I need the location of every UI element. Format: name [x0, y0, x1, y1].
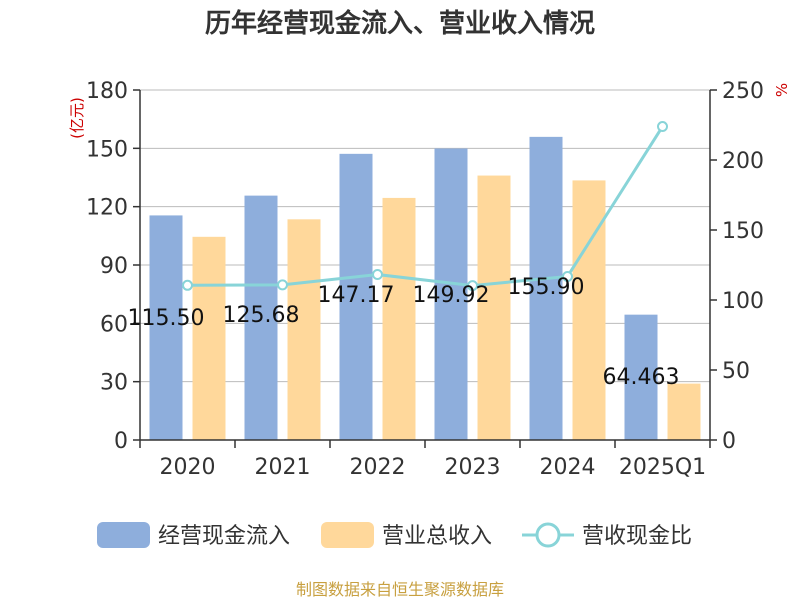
legend-label-revenue: 营业总收入 [382, 524, 492, 549]
bar-cash-inflow [624, 314, 658, 440]
right-axis-unit: % [773, 83, 791, 97]
data-label: 125.68 [223, 303, 300, 328]
legend-item-ratio[interactable]: 营收现金比 [522, 522, 692, 549]
source-note: 制图数据来自恒生聚源数据库 [296, 580, 504, 599]
bar-cash-inflow [339, 153, 373, 440]
x-tick-label: 2021 [255, 455, 311, 480]
bar-revenue [382, 197, 416, 440]
right-tick-label: 50 [722, 359, 750, 384]
grid [140, 89, 710, 383]
data-label: 115.50 [128, 306, 205, 331]
x-tick-label: 2024 [540, 455, 596, 480]
ratio-polyline [187, 125, 664, 288]
bar-revenue [477, 175, 511, 441]
left-axis-unit: (亿元) [68, 97, 86, 139]
legend-marker-ratio [535, 522, 561, 548]
chart-title: 历年经营现金流入、营业收入情况 [205, 8, 595, 39]
bar-revenue [287, 219, 321, 440]
bar-revenue [667, 383, 701, 440]
ratio-point [562, 270, 573, 282]
left-tick-label: 90 [100, 254, 128, 279]
bar-cash-inflow [149, 215, 183, 440]
data-labels: 115.50 125.68 147.17 149.92 155.90 64.463 [128, 275, 680, 390]
ratio-point [657, 121, 668, 133]
right-tick-label: 150 [722, 219, 764, 244]
ratio-point [182, 279, 193, 291]
left-tick-label: 150 [86, 137, 128, 162]
axes: 0 30 60 90 120 150 180 0 50 100 150 200 250 2020 2021 2… [86, 79, 764, 480]
right-tick-label: 0 [722, 429, 736, 454]
x-tick-label: 2022 [350, 455, 406, 480]
legend-swatch-cash-inflow [97, 522, 150, 548]
right-tick-label: 100 [722, 289, 764, 314]
legend-item-revenue[interactable]: 营业总收入 [321, 522, 492, 549]
bar-cash-inflow [244, 195, 278, 440]
bars [149, 136, 701, 441]
x-tick-label: 2023 [445, 455, 501, 480]
data-label: 155.90 [508, 275, 585, 300]
ratio-point [277, 279, 288, 291]
left-tick-label: 60 [100, 312, 128, 337]
ratio-point [467, 280, 478, 292]
data-label: 149.92 [413, 283, 490, 308]
x-tick-label: 2025Q1 [619, 455, 706, 480]
legend-label-ratio: 营收现金比 [582, 524, 692, 549]
right-tick-label: 200 [722, 149, 764, 174]
ratio-point [372, 269, 383, 281]
legend-item-cash-inflow[interactable]: 经营现金流入 [97, 522, 290, 549]
data-label: 147.17 [318, 283, 395, 308]
bar-revenue [572, 180, 606, 440]
right-tick-label: 250 [722, 79, 764, 104]
left-tick-label: 0 [114, 429, 128, 454]
legend: 经营现金流入 营业总收入 营收现金比 [97, 522, 692, 549]
left-tick-label: 120 [86, 196, 128, 221]
legend-swatch-revenue [321, 522, 374, 548]
bar-cash-inflow [529, 136, 563, 440]
x-tick-label: 2020 [160, 455, 216, 480]
legend-label-cash-inflow: 经营现金流入 [158, 524, 290, 549]
ratio-line [182, 121, 668, 292]
left-tick-label: 180 [86, 79, 128, 104]
bar-revenue [192, 236, 226, 440]
data-label: 64.463 [603, 365, 680, 390]
left-tick-label: 30 [100, 371, 128, 396]
bar-cash-inflow [434, 148, 468, 440]
